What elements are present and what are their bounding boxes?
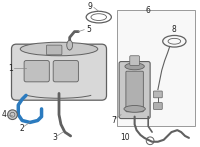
FancyBboxPatch shape (53, 61, 78, 82)
Text: 1: 1 (8, 64, 12, 73)
Ellipse shape (67, 40, 73, 50)
Text: 10: 10 (120, 133, 130, 142)
FancyBboxPatch shape (154, 91, 162, 98)
Circle shape (8, 110, 17, 120)
Text: 5: 5 (86, 25, 91, 34)
Ellipse shape (124, 106, 145, 112)
FancyBboxPatch shape (46, 45, 62, 55)
FancyBboxPatch shape (117, 10, 195, 126)
Text: 8: 8 (172, 25, 177, 34)
FancyBboxPatch shape (119, 62, 150, 119)
Ellipse shape (125, 63, 144, 70)
Text: 2: 2 (20, 124, 25, 133)
FancyBboxPatch shape (154, 103, 162, 109)
Text: 4: 4 (2, 110, 7, 119)
Text: 7: 7 (111, 116, 116, 125)
Text: 9: 9 (87, 2, 92, 11)
FancyBboxPatch shape (24, 61, 49, 82)
Text: 3: 3 (53, 133, 58, 142)
Text: 6: 6 (146, 6, 151, 15)
FancyBboxPatch shape (130, 56, 139, 65)
FancyBboxPatch shape (12, 44, 107, 100)
FancyBboxPatch shape (126, 71, 143, 112)
Ellipse shape (20, 42, 98, 56)
